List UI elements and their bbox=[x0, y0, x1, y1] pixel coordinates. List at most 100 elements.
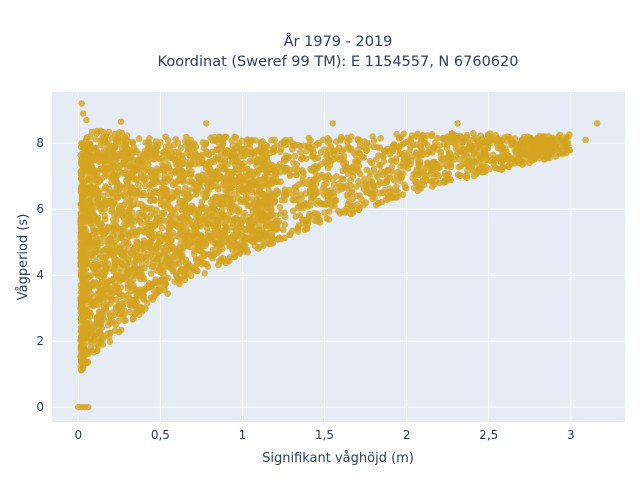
data-point bbox=[348, 145, 355, 153]
data-point bbox=[90, 227, 97, 235]
data-point bbox=[167, 218, 175, 226]
data-point bbox=[305, 143, 312, 151]
data-point bbox=[468, 165, 475, 172]
data-point bbox=[497, 158, 505, 166]
data-point bbox=[220, 193, 227, 201]
data-point bbox=[147, 270, 155, 277]
data-point bbox=[245, 169, 253, 177]
data-point bbox=[373, 170, 380, 178]
data-point bbox=[176, 234, 184, 241]
data-point bbox=[123, 177, 130, 184]
data-point bbox=[77, 200, 85, 208]
data-point bbox=[262, 223, 270, 230]
data-point bbox=[243, 136, 251, 143]
data-point bbox=[124, 218, 132, 225]
data-point bbox=[218, 159, 225, 166]
data-point bbox=[420, 168, 428, 175]
data-point bbox=[107, 300, 114, 307]
data-point bbox=[349, 168, 357, 176]
data-point bbox=[256, 229, 263, 236]
data-point bbox=[107, 207, 115, 215]
data-point bbox=[440, 134, 447, 142]
data-point bbox=[100, 273, 108, 280]
data-point bbox=[523, 146, 530, 153]
data-point bbox=[376, 162, 384, 169]
data-point bbox=[84, 247, 92, 255]
data-point bbox=[473, 168, 481, 175]
data-point bbox=[430, 143, 438, 151]
data-point bbox=[128, 162, 136, 169]
data-point bbox=[202, 218, 209, 225]
data-point bbox=[202, 242, 209, 250]
chart-title: År 1979 - 2019 bbox=[284, 33, 393, 50]
outlier-point bbox=[562, 139, 570, 147]
data-point bbox=[152, 276, 159, 284]
data-point bbox=[290, 196, 298, 204]
data-point bbox=[173, 215, 180, 222]
data-point bbox=[377, 135, 385, 142]
data-point bbox=[98, 278, 106, 286]
data-point bbox=[299, 180, 306, 187]
data-point bbox=[186, 152, 193, 159]
data-point bbox=[100, 233, 107, 240]
data-point bbox=[234, 232, 241, 240]
data-point bbox=[419, 177, 427, 184]
outlier-point bbox=[117, 118, 125, 125]
data-point bbox=[288, 190, 295, 197]
data-point bbox=[415, 159, 422, 167]
data-point bbox=[473, 151, 480, 158]
data-point bbox=[87, 297, 94, 305]
data-point bbox=[445, 170, 452, 177]
data-point bbox=[407, 157, 415, 164]
data-point bbox=[272, 212, 280, 220]
data-point bbox=[292, 213, 300, 220]
data-point bbox=[131, 242, 139, 250]
data-point bbox=[503, 151, 511, 159]
data-point bbox=[121, 307, 129, 315]
data-point bbox=[338, 135, 345, 142]
data-point bbox=[79, 359, 87, 366]
data-point bbox=[245, 179, 253, 187]
data-point bbox=[295, 203, 303, 210]
data-point bbox=[519, 161, 526, 168]
data-point bbox=[344, 191, 351, 198]
data-point bbox=[198, 198, 206, 206]
data-point bbox=[340, 176, 347, 183]
data-point bbox=[146, 232, 154, 239]
data-point bbox=[121, 142, 128, 150]
data-point bbox=[383, 167, 391, 174]
data-point bbox=[150, 286, 157, 294]
data-point bbox=[78, 272, 85, 280]
data-point bbox=[87, 140, 94, 147]
data-point bbox=[78, 249, 85, 256]
data-point bbox=[433, 163, 441, 171]
data-point bbox=[321, 209, 328, 216]
x-axis-title: Signifikant våghöjd (m) bbox=[262, 451, 414, 466]
data-point bbox=[198, 203, 205, 210]
data-point bbox=[129, 302, 136, 310]
data-point bbox=[131, 286, 139, 293]
data-point bbox=[130, 175, 137, 183]
data-point bbox=[178, 214, 186, 221]
data-point bbox=[178, 189, 186, 197]
data-point bbox=[130, 201, 138, 208]
data-point bbox=[170, 266, 177, 274]
data-point bbox=[270, 199, 278, 206]
data-point bbox=[420, 148, 427, 156]
data-point bbox=[302, 155, 310, 162]
data-point bbox=[534, 137, 542, 144]
data-point bbox=[162, 147, 170, 155]
data-point bbox=[556, 138, 563, 145]
data-point bbox=[115, 212, 122, 219]
data-point bbox=[289, 207, 297, 215]
data-point bbox=[97, 127, 104, 135]
data-point bbox=[204, 208, 212, 216]
data-point bbox=[195, 177, 203, 185]
data-point bbox=[143, 283, 151, 291]
data-point bbox=[143, 215, 151, 222]
data-point bbox=[89, 238, 97, 245]
data-point bbox=[181, 271, 188, 279]
data-point bbox=[265, 161, 272, 169]
data-point bbox=[140, 202, 147, 210]
data-point bbox=[85, 349, 92, 356]
